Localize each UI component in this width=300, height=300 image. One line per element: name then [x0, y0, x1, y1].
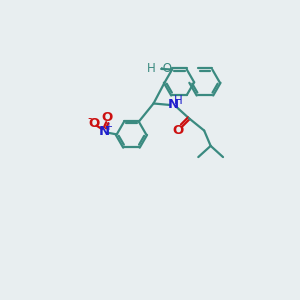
Text: N: N: [99, 125, 110, 138]
Text: H: H: [147, 62, 155, 75]
Text: O: O: [88, 117, 100, 130]
Text: -: -: [87, 112, 92, 125]
Text: N: N: [168, 98, 179, 111]
Text: O: O: [102, 111, 113, 124]
Text: H: H: [174, 94, 183, 107]
Text: +: +: [104, 122, 112, 132]
Text: ·O: ·O: [160, 62, 173, 75]
Text: O: O: [172, 124, 184, 137]
